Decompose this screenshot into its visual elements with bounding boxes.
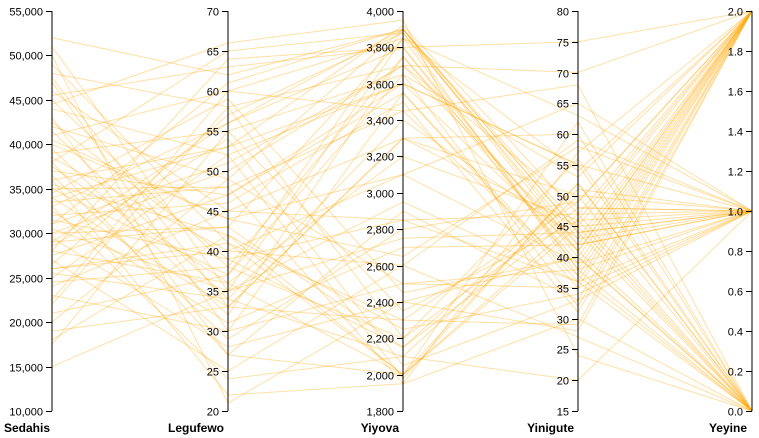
tick-label: 20,000 <box>9 318 43 330</box>
tick-label: 30,000 <box>9 229 43 241</box>
tick-label: 75 <box>557 38 569 50</box>
data-line-69 <box>51 10 753 349</box>
data-line-36 <box>51 138 753 367</box>
tick-label: 60 <box>557 130 569 142</box>
tick-label: 80 <box>557 7 569 19</box>
tick-label: 20 <box>207 407 219 419</box>
tick-label: 55,000 <box>9 7 43 19</box>
tick-label: 50 <box>557 192 569 204</box>
tick-label: 3,600 <box>366 80 394 92</box>
tick-label: 55 <box>557 161 569 173</box>
tick-label: 25 <box>557 345 569 357</box>
data-line-61 <box>51 250 753 412</box>
tick-label: 45 <box>207 207 219 219</box>
tick-label: 1.2 <box>728 167 743 179</box>
tick-label: 35,000 <box>9 185 43 197</box>
tick-label: 20 <box>557 376 569 388</box>
tick-label: 3,400 <box>366 116 394 128</box>
axis-legufewo: 20 25 30 35 40 45 50 55 60 65 70 Legufewo <box>168 7 229 435</box>
tick-label: 2,000 <box>366 371 394 383</box>
tick-label: 35 <box>207 287 219 299</box>
tick-label: 70 <box>557 69 569 81</box>
data-line-23 <box>51 10 753 276</box>
axis-sedahis: 10,000 15,000 20,000 25,000 30,000 35,000 40,0… <box>4 7 53 435</box>
tick-label: 65 <box>207 47 219 59</box>
axis-yeyine: 0.0 0.2 0.4 0.6 0.8 1.0 1.2 1.4 1.6 1.8 2.0 Yeyine <box>709 7 753 435</box>
data-line-2 <box>51 63 753 412</box>
axis-title: Legufewo <box>168 421 224 435</box>
tick-label: 0.2 <box>728 367 743 379</box>
data-line-45 <box>51 210 753 288</box>
tick-label: 15,000 <box>9 363 43 375</box>
tick-label: 15 <box>557 407 569 419</box>
tick-label: 2,600 <box>366 262 394 274</box>
tick-label: 50 <box>207 167 219 179</box>
tick-label: 1.8 <box>728 47 743 59</box>
tick-label: 40,000 <box>9 140 43 152</box>
data-line-21 <box>51 24 753 412</box>
tick-label: 0.8 <box>728 247 743 259</box>
tick-label: 30 <box>557 315 569 327</box>
tick-label: 50,000 <box>9 51 43 63</box>
tick-label: 1,800 <box>366 407 394 419</box>
data-line-3 <box>51 10 753 246</box>
axis-yinigute: 15 20 25 30 35 40 45 50 55 60 65 70 75 80 Yinigute <box>527 7 579 435</box>
tick-label: 70 <box>207 7 219 19</box>
data-line-0 <box>51 10 753 228</box>
tick-label: 45,000 <box>9 96 43 108</box>
tick-label: 0.4 <box>728 327 743 339</box>
axis-title: Sedahis <box>4 421 50 435</box>
tick-label: 2,200 <box>366 334 394 346</box>
tick-label: 25,000 <box>9 274 43 286</box>
data-line-11 <box>51 130 753 412</box>
polylines-layer <box>51 10 753 412</box>
data-line-29 <box>51 10 753 314</box>
data-line-40 <box>51 32 753 412</box>
tick-label: 10,000 <box>9 407 43 419</box>
tick-label: 45 <box>557 222 569 234</box>
tick-label: 0.6 <box>728 287 743 299</box>
tick-label: 1.6 <box>728 87 743 99</box>
tick-label: 60 <box>207 87 219 99</box>
tick-label: 1.0 <box>728 207 743 219</box>
data-line-32 <box>51 10 753 292</box>
tick-label: 35 <box>557 284 569 296</box>
tick-label: 55 <box>207 127 219 139</box>
tick-label: 2,400 <box>366 298 394 310</box>
tick-label: 40 <box>557 253 569 265</box>
axes-layer: 10,000 15,000 20,000 25,000 30,000 35,000 40,0… <box>4 7 753 435</box>
tick-label: 2,800 <box>366 225 394 237</box>
axis-yiyova: 1,800 2,000 2,200 2,400 2,600 2,800 3,000 3,200… <box>361 7 404 435</box>
tick-label: 4,000 <box>366 7 394 19</box>
tick-label: 0.0 <box>728 407 743 419</box>
tick-label: 65 <box>557 99 569 111</box>
tick-label: 1.4 <box>728 127 743 139</box>
axis-title: Yiyova <box>361 421 400 435</box>
data-line-14 <box>51 55 753 412</box>
tick-label: 2.0 <box>728 7 743 19</box>
axis-title: Yinigute <box>527 421 574 435</box>
axis-title: Yeyine <box>709 421 747 435</box>
data-line-54 <box>51 10 753 404</box>
tick-label: 3,200 <box>366 152 394 164</box>
tick-label: 30 <box>207 327 219 339</box>
tick-label: 40 <box>207 247 219 259</box>
tick-label: 25 <box>207 367 219 379</box>
tick-label: 3,800 <box>366 43 394 55</box>
tick-label: 3,000 <box>366 189 394 201</box>
data-line-26 <box>51 10 753 385</box>
data-line-4 <box>51 81 753 332</box>
